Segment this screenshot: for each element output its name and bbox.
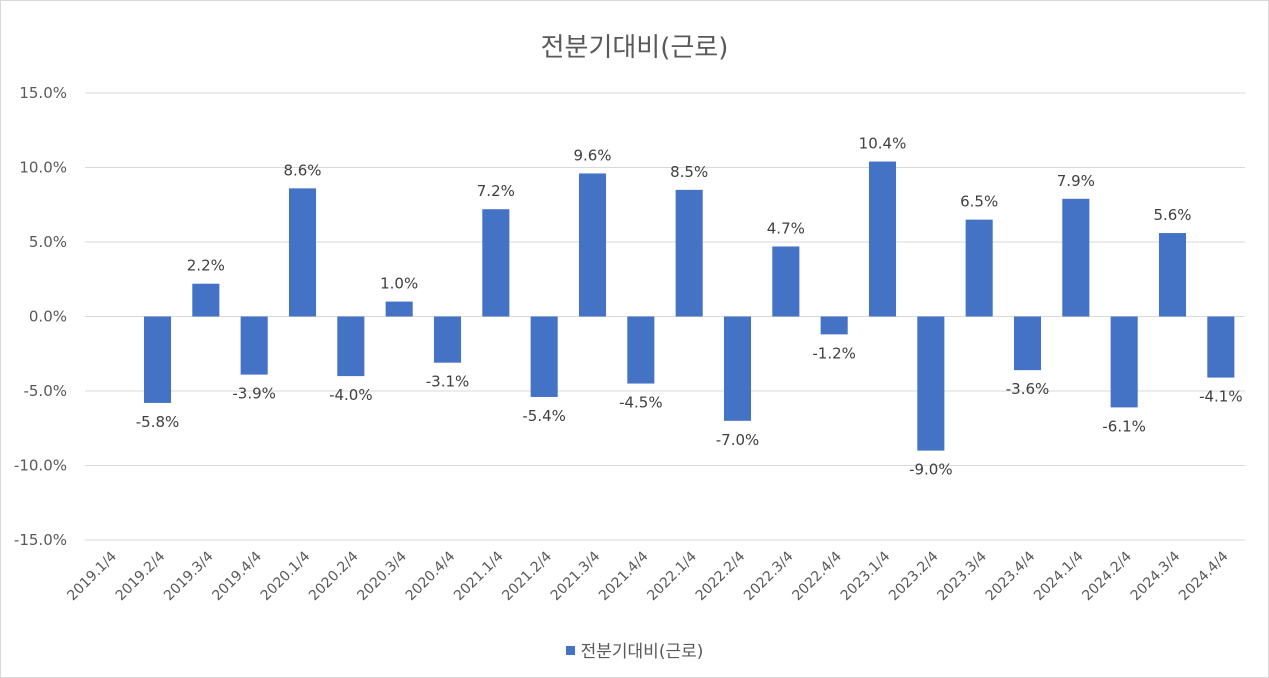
bar [482, 209, 510, 317]
x-category-label: 2019.1/4 [64, 548, 120, 604]
data-label: 2.2% [187, 257, 225, 275]
bar [917, 316, 945, 451]
data-label: 1.0% [380, 275, 418, 293]
x-category-label: 2024.2/4 [1079, 548, 1135, 604]
bar [143, 316, 172, 403]
x-category-label: 2023.4/4 [983, 548, 1039, 604]
bar [240, 316, 268, 375]
bar [192, 283, 220, 317]
x-category-label: 2021.2/4 [499, 548, 555, 604]
y-tick-label: -5.0% [23, 382, 67, 400]
x-category-label: 2024.1/4 [1031, 548, 1087, 604]
y-tick-label: 10.0% [19, 159, 67, 177]
bar [1158, 233, 1187, 317]
x-category-label: 2024.4/4 [1176, 548, 1232, 604]
x-category-label: 2023.1/4 [838, 548, 894, 604]
data-label: -5.4% [522, 407, 566, 425]
bar [433, 316, 462, 363]
bar [627, 316, 655, 384]
data-label: -3.1% [426, 373, 470, 391]
x-category-label: 2020.1/4 [258, 548, 314, 604]
y-tick-label: -10.0% [14, 457, 67, 475]
bar [675, 189, 703, 317]
data-label: 4.7% [767, 219, 805, 237]
data-label: -9.0% [909, 461, 953, 479]
y-tick-label: 15.0% [19, 84, 67, 102]
bar [530, 316, 558, 397]
data-label: 9.6% [573, 146, 611, 164]
y-tick-label: 5.0% [29, 233, 67, 251]
data-label: -4.5% [619, 394, 663, 412]
data-label: -3.9% [232, 385, 276, 403]
x-category-label: 2022.2/4 [693, 548, 749, 604]
data-label: 7.9% [1057, 172, 1095, 190]
data-label: 10.4% [859, 135, 907, 153]
data-label: -3.6% [1006, 380, 1050, 398]
legend: 전분기대비(근로) [1, 637, 1268, 662]
x-category-label: 2021.1/4 [451, 548, 507, 604]
x-category-label: 2022.3/4 [741, 548, 797, 604]
x-category-label: 2023.3/4 [934, 548, 990, 604]
data-label: -4.0% [329, 386, 373, 404]
x-category-label: 2022.1/4 [644, 548, 700, 604]
legend-label: 전분기대비(근로) [580, 642, 704, 662]
data-label: -5.8% [136, 413, 180, 431]
x-category-label: 2019.3/4 [161, 548, 217, 604]
data-label: 8.6% [283, 161, 321, 179]
y-tick-label: 0.0% [29, 308, 67, 326]
data-label: 7.2% [477, 182, 515, 200]
x-category-label: 2024.3/4 [1128, 548, 1184, 604]
data-label: -1.2% [812, 344, 856, 362]
data-label: 6.5% [960, 193, 998, 211]
bar [868, 161, 897, 317]
x-category-label: 2020.4/4 [403, 548, 459, 604]
bar [385, 301, 413, 317]
chart-title: 전분기대비(근로) [540, 33, 729, 63]
data-label: 8.5% [670, 163, 708, 181]
x-category-label: 2022.4/4 [789, 548, 845, 604]
bar [337, 316, 365, 377]
x-category-label: 2019.2/4 [113, 548, 169, 604]
bar [1062, 198, 1090, 317]
bar [965, 219, 993, 317]
data-label: -6.1% [1102, 417, 1146, 435]
bar [1207, 316, 1235, 378]
bar [772, 246, 800, 317]
x-category-label: 2020.2/4 [306, 548, 362, 604]
x-category-label: 2023.2/4 [886, 548, 942, 604]
x-category-label: 2021.4/4 [596, 548, 652, 604]
data-label: 5.6% [1153, 206, 1191, 224]
x-category-label: 2019.4/4 [209, 548, 265, 604]
bar [288, 188, 317, 317]
bar [578, 173, 607, 317]
bar [1110, 316, 1138, 408]
bar [820, 316, 848, 335]
x-category-label: 2020.3/4 [354, 548, 410, 604]
data-label: -4.1% [1199, 388, 1243, 406]
data-label: -7.0% [716, 431, 760, 449]
legend-swatch [565, 645, 575, 655]
y-tick-label: -15.0% [14, 531, 67, 549]
bar [723, 316, 752, 421]
x-category-label: 2021.3/4 [548, 548, 604, 604]
bar [1013, 316, 1042, 371]
